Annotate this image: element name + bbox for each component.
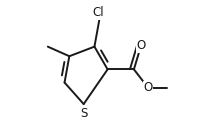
Text: S: S	[80, 107, 87, 120]
Text: O: O	[144, 81, 153, 94]
Text: O: O	[137, 39, 146, 52]
Text: Cl: Cl	[92, 6, 104, 19]
